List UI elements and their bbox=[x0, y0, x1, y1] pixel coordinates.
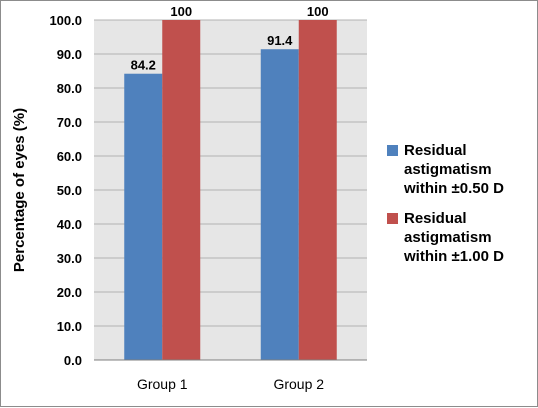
category-label: Group 1 bbox=[137, 376, 188, 392]
bar-1-1 bbox=[124, 73, 163, 360]
legend-item-2: Residual astigmatism within ±1.00 D bbox=[387, 209, 537, 266]
data-label: 100 bbox=[170, 4, 192, 19]
data-label: 91.4 bbox=[267, 33, 293, 48]
bar-2-2 bbox=[298, 20, 337, 360]
y-tick-label: 50.0 bbox=[57, 183, 82, 198]
y-tick-label: 80.0 bbox=[57, 81, 82, 96]
legend-item-1: Residual astigmatism within ±0.50 D bbox=[387, 141, 537, 198]
data-label: 84.2 bbox=[131, 58, 156, 73]
y-tick-label: 90.0 bbox=[57, 47, 82, 62]
legend-label: Residual astigmatism within ±0.50 D bbox=[404, 142, 504, 197]
bar-2-1 bbox=[162, 20, 201, 360]
y-tick-label: 100.0 bbox=[49, 13, 82, 28]
y-tick-label: 20.0 bbox=[57, 285, 82, 300]
data-label: 100 bbox=[307, 4, 329, 19]
legend-swatch bbox=[387, 213, 398, 224]
y-tick-label: 60.0 bbox=[57, 149, 82, 164]
y-axis-label: Percentage of eyes (%) bbox=[11, 108, 28, 272]
legend-label: Residual astigmatism within ±1.00 D bbox=[404, 210, 504, 265]
data-labels: 84.2 100 91.4 100 bbox=[131, 4, 329, 73]
category-label: Group 2 bbox=[273, 376, 324, 392]
y-tick-label: 0.0 bbox=[64, 353, 82, 368]
y-tick-label: 40.0 bbox=[57, 217, 82, 232]
bar-1-2 bbox=[260, 49, 299, 361]
y-tick-label: 70.0 bbox=[57, 115, 82, 130]
y-axis-ticks: 0.0 10.0 20.0 30.0 40.0 50.0 60.0 70.0 80.0 90.0 1… bbox=[49, 13, 82, 368]
y-tick-label: 10.0 bbox=[57, 319, 82, 334]
legend: Residual astigmatism within ±0.50 D Resid… bbox=[387, 141, 537, 277]
y-tick-label: 30.0 bbox=[57, 251, 82, 266]
x-axis-categories: Group 1 Group 2 bbox=[137, 376, 324, 392]
legend-swatch bbox=[387, 145, 398, 156]
bars bbox=[124, 20, 337, 361]
